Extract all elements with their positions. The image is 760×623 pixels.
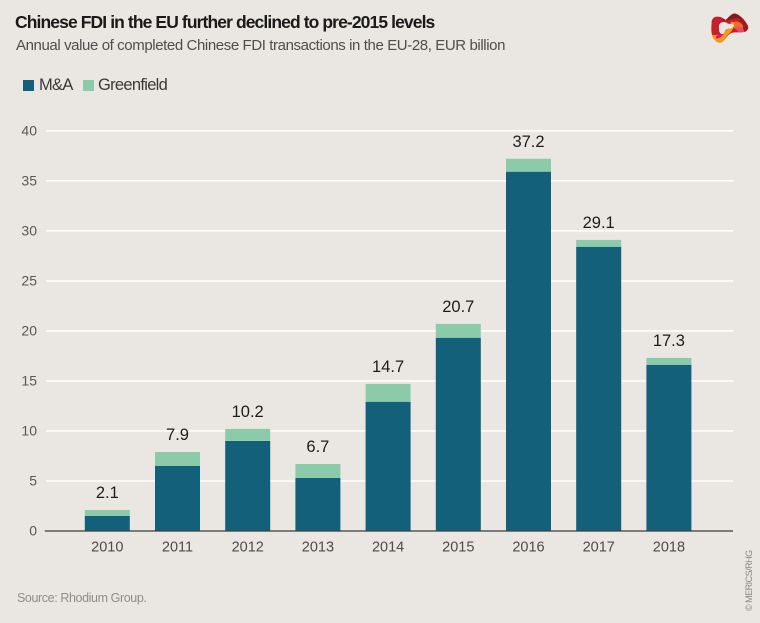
svg-text:2011: 2011 — [162, 539, 193, 555]
svg-text:40: 40 — [21, 122, 37, 138]
svg-text:2010: 2010 — [91, 539, 123, 555]
svg-text:14.7: 14.7 — [372, 358, 404, 376]
svg-text:2015: 2015 — [442, 539, 474, 555]
svg-text:6.7: 6.7 — [306, 438, 329, 456]
svg-text:2.1: 2.1 — [96, 484, 119, 502]
svg-text:5: 5 — [29, 473, 37, 489]
svg-text:2014: 2014 — [372, 539, 404, 555]
svg-text:7.9: 7.9 — [166, 426, 189, 444]
svg-text:29.1: 29.1 — [583, 214, 615, 232]
svg-text:2018: 2018 — [653, 539, 685, 555]
svg-text:2012: 2012 — [232, 539, 264, 555]
svg-text:2017: 2017 — [583, 539, 615, 555]
svg-text:10.2: 10.2 — [232, 403, 264, 421]
svg-text:15: 15 — [21, 372, 37, 388]
svg-text:17.3: 17.3 — [653, 332, 685, 350]
svg-text:2016: 2016 — [512, 539, 544, 555]
svg-text:2013: 2013 — [302, 539, 334, 555]
svg-text:30: 30 — [21, 222, 37, 238]
svg-text:25: 25 — [21, 272, 37, 288]
svg-text:20: 20 — [21, 322, 37, 338]
svg-text:0: 0 — [29, 523, 37, 539]
svg-text:37.2: 37.2 — [512, 133, 544, 151]
svg-text:20.7: 20.7 — [442, 298, 474, 316]
svg-text:10: 10 — [21, 422, 37, 438]
svg-text:35: 35 — [21, 172, 37, 188]
